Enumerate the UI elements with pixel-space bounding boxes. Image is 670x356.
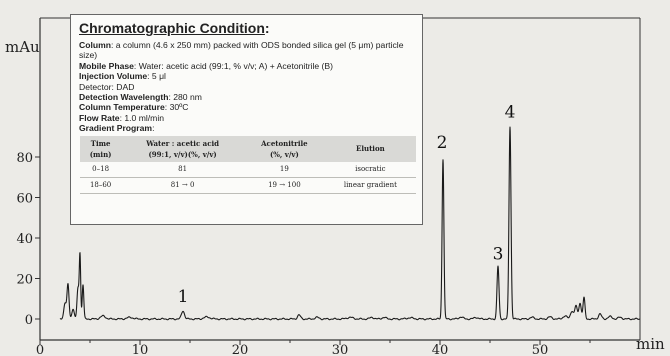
gradient-header-cell: Elution	[324, 135, 416, 162]
condition-line-text: Detector: DAD	[79, 81, 135, 92]
gradient-table-body: 0–18 81 19 isocratic 18–60 81 → 0 19 → 100 line…	[80, 161, 416, 194]
gradient-cell: 81	[121, 161, 245, 178]
condition-line-label: Detection Wavelength	[79, 92, 169, 103]
peak-label: 4	[505, 103, 516, 123]
peak-label: 3	[493, 244, 504, 264]
y-axis-label: mAu	[5, 38, 40, 56]
condition-line-text: :	[152, 123, 155, 134]
gradient-header-text: (99:1, v/v)(%, v/v)	[148, 149, 217, 159]
peak-label: 1	[178, 287, 189, 307]
condition-line-text: : a column (4.6 x 250 mm) packed with OD…	[79, 40, 404, 61]
y-tick-label: 0	[25, 313, 33, 328]
condition-line-label: Mobile Phase	[79, 60, 134, 71]
gradient-header-text: Time	[90, 138, 111, 148]
condition-line-label: Flow Rate	[79, 112, 120, 123]
x-tick-label: 0	[36, 343, 44, 356]
condition-line-text: : 30ºC	[164, 102, 189, 113]
x-tick-label: 20	[232, 343, 249, 356]
gradient-cell: 19 → 100	[244, 177, 325, 194]
gradient-program-table: Time (min) Water : acetic acid (99:1, v/v)(…	[80, 135, 416, 194]
condition-line: Mobile Phase: Water: acetic acid (99:1, …	[79, 61, 414, 71]
condition-line: Injection Volume: 5 μl	[79, 71, 414, 81]
y-tick-label: 20	[16, 273, 33, 288]
gradient-cell: 19	[244, 161, 325, 178]
gradient-header-text: (min)	[89, 149, 112, 159]
condition-line: Detection Wavelength: 280 nm	[79, 92, 414, 102]
gradient-cell: 18–60	[80, 177, 122, 194]
gradient-table-header: Time (min) Water : acetic acid (99:1, v/v)(…	[80, 135, 416, 162]
gradient-header-text: Acetonitrile	[261, 138, 308, 148]
gradient-header-cell: Water : acetic acid (99:1, v/v)(%, v/v)	[121, 135, 245, 162]
gradient-header-cell: Acetonitrile (%, v/v)	[244, 135, 325, 162]
gradient-header-text: (%, v/v)	[269, 149, 299, 159]
y-tick-label: 40	[16, 232, 33, 247]
table-row: 0–18 81 19 isocratic	[80, 161, 416, 178]
condition-line: Column: a column (4.6 x 250 mm) packed w…	[79, 40, 414, 61]
x-tick-label: 30	[332, 343, 349, 356]
peak-labels: 1 2 3 4	[178, 103, 516, 307]
gradient-cell: linear gradient	[324, 177, 416, 194]
gradient-header-text: Elution	[355, 144, 385, 154]
chromatographic-condition-box: Chromatographic Condition: Column: a col…	[70, 14, 423, 225]
condition-title: Chromatographic Condition:	[79, 19, 414, 37]
condition-title-suffix: :	[264, 20, 270, 36]
condition-line-text: : 5 μl	[147, 71, 166, 82]
condition-line-text: : Water: acetic acid (99:1, % v/v; A) + …	[133, 60, 334, 71]
condition-lines: Column: a column (4.6 x 250 mm) packed w…	[79, 40, 414, 134]
condition-line: Column Temperature: 30ºC	[79, 102, 414, 112]
condition-line-label: Column Temperature	[79, 102, 165, 113]
x-tick-label: 40	[432, 343, 449, 356]
gradient-cell: 0–18	[80, 161, 122, 178]
chromatogram-trace	[59, 126, 641, 321]
condition-title-text: Chromatographic Condition	[79, 20, 265, 36]
x-tick-label: 10	[132, 343, 149, 356]
condition-line-text: : 280 nm	[168, 92, 202, 103]
condition-line: Detector: DAD	[79, 82, 414, 92]
x-axis-label: min	[636, 335, 665, 353]
condition-line: Flow Rate: 1.0 ml/min	[79, 113, 414, 123]
x-tick-label: 50	[532, 343, 549, 356]
table-row: 18–60 81 → 0 19 → 100 linear gradient	[80, 177, 416, 194]
gradient-cell: 81 → 0	[121, 177, 245, 194]
condition-line-label: Injection Volume	[79, 71, 148, 82]
peak-label: 2	[437, 133, 448, 153]
gradient-header-text: Water : acetic acid	[146, 138, 220, 148]
condition-line-label: Column	[79, 40, 111, 50]
y-tick-label: 60	[16, 192, 33, 207]
condition-line-label: Gradient Program	[79, 123, 153, 134]
gradient-cell: isocratic	[324, 161, 416, 178]
chart-ticks: 0 20 40 60 80 0 10 20 30 40 50	[16, 151, 591, 356]
gradient-header-cell: Time (min)	[80, 135, 122, 162]
condition-line: Gradient Program:	[79, 123, 414, 133]
condition-line-text: : 1.0 ml/min	[119, 112, 165, 123]
y-tick-label: 80	[16, 151, 33, 166]
